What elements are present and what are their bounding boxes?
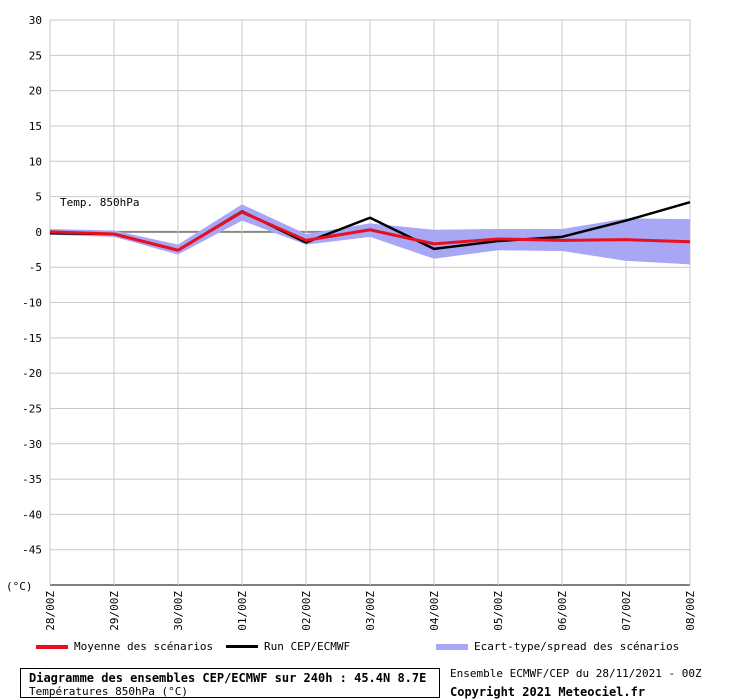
legend-spread: Ecart-type/spread des scénarios xyxy=(436,640,679,653)
y-tick-label: 10 xyxy=(29,155,42,168)
footer-box: Diagramme des ensembles CEP/ECMWF sur 24… xyxy=(20,668,440,698)
footer-subtitle: Températures 850hPa (°C) xyxy=(29,685,188,698)
y-tick-label: -45 xyxy=(22,544,42,557)
x-tick-label: 08/00Z xyxy=(684,591,697,631)
y-tick-label: 0 xyxy=(35,226,42,239)
spread-band xyxy=(50,204,690,265)
y-tick-label: -15 xyxy=(22,332,42,345)
legend-spread-label: Ecart-type/spread des scénarios xyxy=(474,640,680,653)
x-tick-label: 06/00Z xyxy=(556,591,569,631)
legend-mean-label: Moyenne des scénarios xyxy=(74,640,214,653)
series-lines xyxy=(49,201,691,252)
y-tick-label: -35 xyxy=(22,473,42,486)
x-tick-label: 03/00Z xyxy=(364,591,377,631)
mean-line xyxy=(49,210,691,252)
y-tick-label: -10 xyxy=(22,297,42,310)
y-tick-label: 25 xyxy=(29,49,42,62)
axis-labels: 30 25 20 15 10 5 0 -5 -10 -15 -20 -25 -30 -35 -40 -45 28… xyxy=(22,14,697,631)
chart-annotation: Temp. 850hPa xyxy=(60,196,139,209)
legend-run-swatch xyxy=(226,645,258,648)
x-tick-label: 04/00Z xyxy=(428,591,441,631)
x-tick-label: 02/00Z xyxy=(300,591,313,631)
y-tick-label: -20 xyxy=(22,367,42,380)
x-tick-label: 28/00Z xyxy=(44,591,57,631)
y-tick-label: -25 xyxy=(22,402,42,415)
legend-spread-swatch xyxy=(436,643,468,650)
temperature-chart: 30 25 20 15 10 5 0 -5 -10 -15 -20 -25 -30 -35 -40 -45 28… xyxy=(6,14,697,631)
y-tick-label: -5 xyxy=(29,261,42,274)
y-tick-label: 20 xyxy=(29,85,42,98)
x-tick-label: 05/00Z xyxy=(492,591,505,631)
x-tick-label: 30/00Z xyxy=(172,591,185,631)
copyright: Copyright 2021 Meteociel.fr xyxy=(450,685,646,699)
grid-lines xyxy=(49,19,691,586)
legend-run-label: Run CEP/ECMWF xyxy=(264,640,351,653)
legend-mean-swatch xyxy=(36,644,68,649)
legend-mean: Moyenne des scénarios xyxy=(36,640,213,653)
spread-area xyxy=(50,204,690,265)
y-tick-label: 5 xyxy=(35,191,42,204)
x-tick-label: 29/00Z xyxy=(108,591,121,631)
y-axis-unit: (°C) xyxy=(6,580,33,593)
ensemble-info: Ensemble ECMWF/CEP du 28/11/2021 - 00Z xyxy=(450,667,702,680)
x-tick-label: 07/00Z xyxy=(620,591,633,631)
y-tick-label: -40 xyxy=(22,508,42,521)
footer-title: Diagramme des ensembles CEP/ECMWF sur 24… xyxy=(29,671,427,685)
y-tick-label: 30 xyxy=(29,14,42,27)
legend-run: Run CEP/ECMWF xyxy=(226,640,350,653)
x-tick-label: 01/00Z xyxy=(236,591,249,631)
y-tick-label: -30 xyxy=(22,438,42,451)
y-tick-label: 15 xyxy=(29,120,42,133)
